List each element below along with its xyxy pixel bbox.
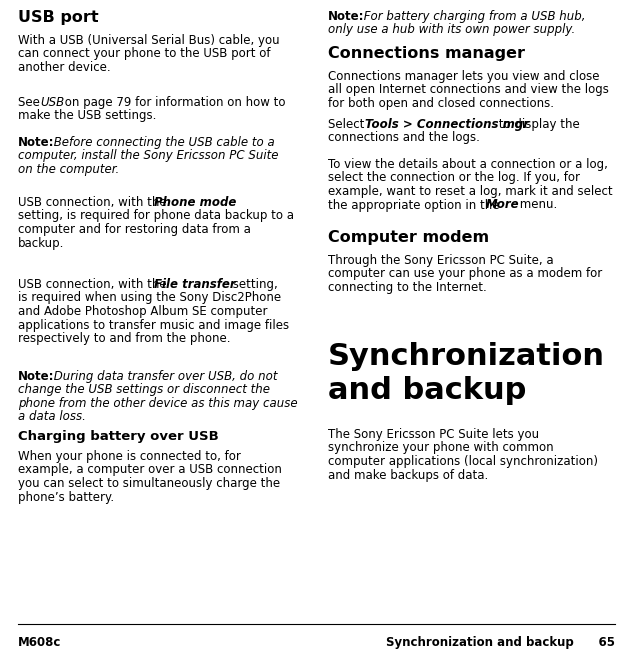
Text: USB: USB	[40, 96, 64, 109]
Text: you can select to simultaneously charge the: you can select to simultaneously charge …	[18, 477, 280, 490]
Text: When your phone is connected to, for: When your phone is connected to, for	[18, 450, 241, 463]
Text: computer applications (local synchronization): computer applications (local synchroniza…	[328, 455, 598, 468]
Text: USB port: USB port	[18, 10, 99, 25]
Text: Synchronization: Synchronization	[328, 342, 605, 371]
Text: Before connecting the USB cable to a: Before connecting the USB cable to a	[50, 136, 275, 149]
Text: connecting to the Internet.: connecting to the Internet.	[328, 281, 487, 294]
Text: For battery charging from a USB hub,: For battery charging from a USB hub,	[360, 10, 586, 23]
Text: change the USB settings or disconnect the: change the USB settings or disconnect th…	[18, 384, 270, 397]
Text: File transfer: File transfer	[154, 278, 235, 291]
Text: respectively to and from the phone.: respectively to and from the phone.	[18, 332, 230, 345]
Text: Note:: Note:	[328, 10, 365, 23]
Text: setting,: setting,	[229, 278, 278, 291]
Text: make the USB settings.: make the USB settings.	[18, 109, 156, 122]
Text: Connections manager lets you view and close: Connections manager lets you view and cl…	[328, 70, 599, 83]
Text: menu.: menu.	[516, 199, 557, 211]
Text: on the computer.: on the computer.	[18, 163, 119, 176]
Text: setting, is required for phone data backup to a: setting, is required for phone data back…	[18, 209, 294, 222]
Text: To view the details about a connection or a log,: To view the details about a connection o…	[328, 158, 608, 171]
Text: During data transfer over USB, do not: During data transfer over USB, do not	[50, 370, 277, 383]
Text: M608c: M608c	[18, 636, 61, 649]
Text: phone from the other device as this may cause: phone from the other device as this may …	[18, 397, 298, 410]
Text: example, a computer over a USB connection: example, a computer over a USB connectio…	[18, 463, 282, 476]
Text: Note:: Note:	[18, 370, 54, 383]
Text: The Sony Ericsson PC Suite lets you: The Sony Ericsson PC Suite lets you	[328, 428, 539, 441]
Text: all open Internet connections and view the logs: all open Internet connections and view t…	[328, 84, 609, 97]
Text: select the connection or the log. If you, for: select the connection or the log. If you…	[328, 172, 580, 184]
Text: See: See	[18, 96, 44, 109]
Text: USB connection, with the: USB connection, with the	[18, 196, 170, 209]
Text: Connections manager: Connections manager	[328, 46, 525, 61]
Text: Charging battery over USB: Charging battery over USB	[18, 430, 219, 443]
Text: Computer modem: Computer modem	[328, 230, 489, 245]
Text: another device.: another device.	[18, 61, 111, 74]
Text: for both open and closed connections.: for both open and closed connections.	[328, 97, 554, 110]
Text: and make backups of data.: and make backups of data.	[328, 468, 488, 482]
Text: applications to transfer music and image files: applications to transfer music and image…	[18, 318, 289, 332]
Text: synchronize your phone with common: synchronize your phone with common	[328, 442, 554, 455]
Text: With a USB (Universal Serial Bus) cable, you: With a USB (Universal Serial Bus) cable,…	[18, 34, 280, 47]
Text: only use a hub with its own power supply.: only use a hub with its own power supply…	[328, 24, 575, 36]
Text: More: More	[486, 199, 520, 211]
Text: connections and the logs.: connections and the logs.	[328, 132, 480, 145]
Text: Phone mode: Phone mode	[154, 196, 236, 209]
Text: Through the Sony Ericsson PC Suite, a: Through the Sony Ericsson PC Suite, a	[328, 254, 554, 267]
Text: example, want to reset a log, mark it and select: example, want to reset a log, mark it an…	[328, 185, 613, 198]
Text: phone’s battery.: phone’s battery.	[18, 490, 114, 503]
Text: computer, install the Sony Ericsson PC Suite: computer, install the Sony Ericsson PC S…	[18, 149, 279, 163]
Text: and Adobe Photoshop Album SE computer: and Adobe Photoshop Album SE computer	[18, 305, 268, 318]
Text: Select: Select	[328, 118, 368, 131]
Text: the appropriate option in the: the appropriate option in the	[328, 199, 503, 211]
Text: Note:: Note:	[18, 136, 54, 149]
Text: backup.: backup.	[18, 236, 65, 249]
Text: a data loss.: a data loss.	[18, 411, 86, 424]
Text: Tools > Connections mgr: Tools > Connections mgr	[365, 118, 529, 131]
Text: Synchronization and backup      65: Synchronization and backup 65	[386, 636, 615, 649]
Text: can connect your phone to the USB port of: can connect your phone to the USB port o…	[18, 47, 270, 61]
Text: on page 79 for information on how to: on page 79 for information on how to	[61, 96, 285, 109]
Text: to display the: to display the	[495, 118, 580, 131]
Text: USB connection, with the: USB connection, with the	[18, 278, 170, 291]
Text: computer and for restoring data from a: computer and for restoring data from a	[18, 223, 251, 236]
Text: is required when using the Sony Disc2Phone: is required when using the Sony Disc2Pho…	[18, 291, 281, 305]
Text: and backup: and backup	[328, 376, 527, 405]
Text: computer can use your phone as a modem for: computer can use your phone as a modem f…	[328, 268, 602, 280]
